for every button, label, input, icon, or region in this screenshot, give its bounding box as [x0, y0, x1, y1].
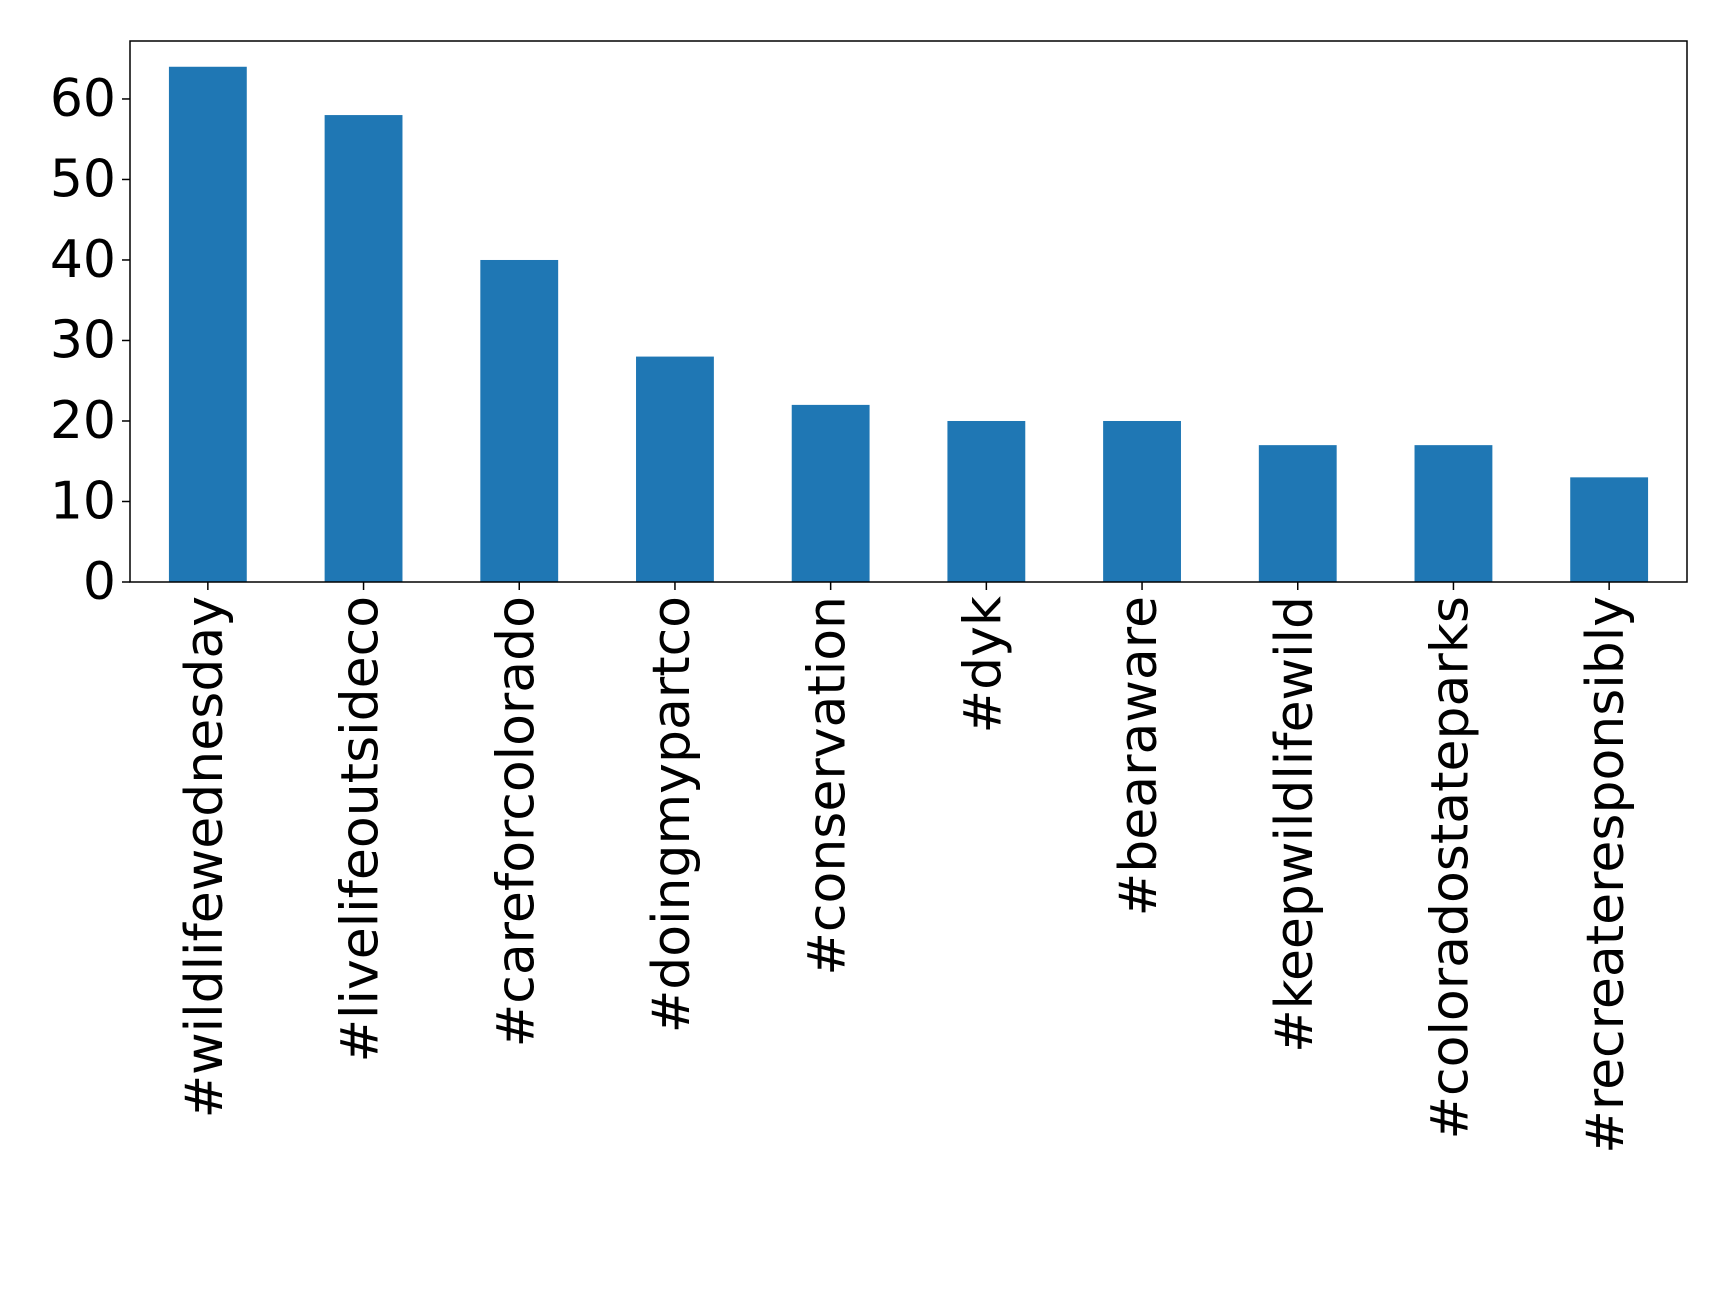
bar: [1570, 477, 1649, 582]
x-tick-label: #coloradostateparks: [1420, 596, 1480, 1140]
bar: [480, 259, 559, 582]
bar: [324, 115, 403, 582]
y-tick-label: 0: [83, 552, 116, 612]
y-tick-label: 40: [50, 230, 116, 290]
bar: [947, 420, 1026, 582]
x-tick-label: #doingmypartco: [642, 596, 702, 1033]
x-tick-label: #conservation: [798, 596, 858, 976]
x-tick-label: #dyk: [953, 596, 1013, 733]
y-tick-label: 20: [50, 391, 116, 451]
x-tick-label: #wildlifewednesday: [175, 596, 235, 1118]
bar: [1258, 445, 1337, 582]
x-tick-label: #livelifeoutsideco: [331, 596, 391, 1063]
y-tick-label: 60: [50, 69, 116, 129]
x-tick-label: #careforcolorado: [486, 596, 546, 1047]
bar: [636, 356, 714, 582]
bar: [1414, 445, 1493, 582]
plot-frame: [129, 40, 1688, 583]
y-tick-label: 30: [50, 310, 116, 370]
bar: [1103, 420, 1181, 582]
x-tick-label: #keepwildlifewild: [1265, 596, 1325, 1053]
y-tick-label: 50: [50, 149, 116, 209]
x-tick-label: #bearaware: [1109, 596, 1169, 916]
bar: [168, 66, 247, 582]
bar: [791, 404, 870, 582]
y-tick-label: 10: [50, 471, 116, 531]
x-tick-label: #recreateresponsibly: [1576, 596, 1636, 1154]
